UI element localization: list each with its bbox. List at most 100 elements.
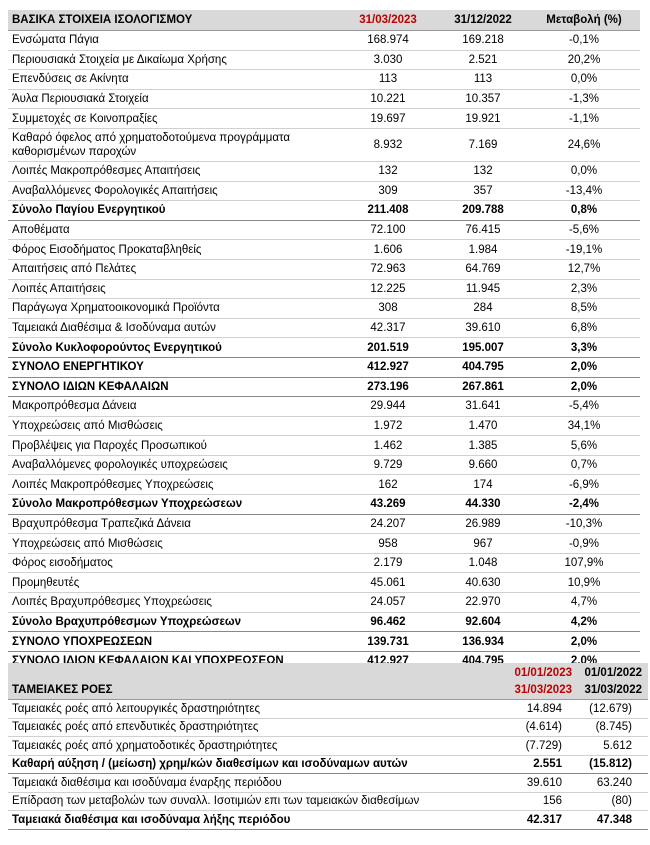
row-label: Λοιπές Μακροπρόθεσμες Απαιτήσεις: [8, 161, 338, 182]
cell-value: (7.729): [500, 736, 578, 756]
cell-value: 132: [438, 161, 528, 182]
cell-value: 42.317: [500, 810, 578, 830]
cell-value: -19,1%: [528, 239, 640, 260]
table-row: Υποχρεώσεις από Μισθώσεις 1.972 1.470 34,1%: [8, 416, 640, 437]
header-row: ΒΑΣΙΚΑ ΣΤΟΙΧΕΙΑ ΙΣΟΛΟΓΙΣΜΟΥ 31/03/2023 31/…: [8, 10, 640, 31]
header-row: ΤΑΜΕΙΑΚΕΣ ΡΟΕΣ 01/01/2023 31/03/2023 01/01/…: [8, 663, 648, 700]
cell-value: 169.218: [438, 30, 528, 51]
row-label: Υποχρεώσεις από Μισθώσεις: [8, 533, 338, 554]
cell-value: 3,3%: [528, 337, 640, 358]
row-label: Συμμετοχές σε Κοινοπραξίες: [8, 108, 338, 129]
header-cell: ΒΑΣΙΚΑ ΣΤΟΙΧΕΙΑ ΙΣΟΛΟΓΙΣΜΟΥ: [8, 10, 338, 31]
row-label: Ταμειακές ροές από επενδυτικές δραστηριό…: [8, 718, 500, 737]
table-row: ΣΥΝΟΛΟ ΥΠΟΧΡΕΩΣΕΩΝ 139.731 136.934 2,0%: [8, 631, 640, 652]
cell-value: 0,0%: [528, 69, 640, 90]
cell-value: 412.927: [338, 357, 438, 378]
table-row: Ταμειακές ροές από χρηματοδοτικές δραστη…: [8, 736, 648, 756]
row-label: Περιουσιακά Στοιχεία με Δικαίωμα Χρήσης: [8, 50, 338, 71]
table-row: Ταμειακά διαθέσιμα και ισοδύναμα έναρξης…: [8, 773, 648, 793]
row-label: Αναβαλλόμενες φορολογικές υποχρεώσεις: [8, 455, 338, 476]
table-row: Λοιπές Μακροπρόθεσμες Υποχρεώσεις 162 174-…: [8, 474, 640, 496]
table-row: Ταμειακά Διαθέσιμα & Ισοδύναμα αυτών 42.3…: [8, 318, 640, 339]
cell-value: 12.225: [338, 279, 438, 300]
cell-value: 113: [438, 69, 528, 90]
cell-value: 9.660: [438, 455, 528, 476]
row-label: Επίδραση των μεταβολών των συναλλ. Ισοτι…: [8, 792, 500, 811]
cell-value: 0,7%: [528, 455, 640, 476]
cell-value: 8,5%: [528, 298, 640, 319]
header-cell: 01/01/2023 31/03/2023: [500, 663, 578, 700]
cell-value: 44.330: [438, 494, 528, 515]
cell-value: 107,9%: [528, 553, 640, 574]
header-date: 31/03/2023: [514, 684, 572, 696]
row-label: Υποχρεώσεις από Μισθώσεις: [8, 416, 338, 437]
table-row: Λοιπές Βραχυπρόθεσμες Υποχρεώσεις 24.057 2…: [8, 592, 640, 613]
table-row: Ταμειακά διαθέσιμα και ισοδύναμα λήξης π…: [8, 810, 648, 830]
cell-value: 63.240: [578, 773, 648, 793]
cell-value: 6,8%: [528, 318, 640, 339]
row-label: ΣΥΝΟΛΟ ΥΠΟΧΡΕΩΣΕΩΝ: [8, 631, 338, 652]
table-row: Ταμειακές ροές από επενδυτικές δραστηριό…: [8, 718, 648, 737]
cell-value: 174: [438, 474, 528, 496]
cell-value: 267.861: [438, 377, 528, 398]
cell-value: 0,0%: [528, 161, 640, 182]
table-row: Περιουσιακά Στοιχεία με Δικαίωμα Χρήσης 3…: [8, 50, 640, 71]
table-row: Ταμειακές ροές από λειτουργικές δραστηρι…: [8, 699, 648, 719]
row-label: Λοιπές Βραχυπρόθεσμες Υποχρεώσεις: [8, 592, 338, 613]
cell-value: 72.100: [338, 220, 438, 241]
cell-value: (15.812): [578, 755, 648, 774]
table-row: Αναβαλλόμενες φορολογικές υποχρεώσεις 9.7…: [8, 455, 640, 476]
cell-value: -10,3%: [528, 514, 640, 535]
cell-value: 19.697: [338, 108, 438, 129]
table-row: Καθαρή αύξηση / (μείωση) χρημ/κών διαθεσ…: [8, 755, 648, 774]
cell-value: 209.788: [438, 200, 528, 221]
table-row: Επίδραση των μεταβολών των συναλλ. Ισοτι…: [8, 792, 648, 811]
cell-value: 139.731: [338, 631, 438, 652]
row-label: Ταμειακά Διαθέσιμα & Ισοδύναμα αυτών: [8, 318, 338, 339]
cell-value: 42.317: [338, 318, 438, 339]
cell-value: 10.221: [338, 89, 438, 110]
table-row: Σύνολο Μακροπρόθεσμων Υποχρεώσεων 43.269 4…: [8, 494, 640, 515]
row-label: Καθαρή αύξηση / (μείωση) χρημ/κών διαθεσ…: [8, 755, 500, 774]
cell-value: 45.061: [338, 572, 438, 594]
row-label: Φόρος εισοδήματος: [8, 553, 338, 574]
cell-value: 1.462: [338, 435, 438, 456]
cell-value: -2,4%: [528, 494, 640, 515]
cashflow-table: ΤΑΜΕΙΑΚΕΣ ΡΟΕΣ 01/01/2023 31/03/2023 01/01/…: [8, 663, 648, 830]
cell-value: 92.604: [438, 612, 528, 633]
cell-value: 113: [338, 69, 438, 90]
table-row: Απαιτήσεις από Πελάτες 72.963 64.769 12,7%: [8, 259, 640, 280]
table-row: Προμηθευτές 45.061 40.630 10,9%: [8, 572, 640, 594]
cell-value: 4,7%: [528, 592, 640, 613]
cell-value: 1.385: [438, 435, 528, 456]
table-row: Φόρος εισοδήματος 2.179 1.048 107,9%: [8, 553, 640, 574]
row-label: Ταμειακά διαθέσιμα και ισοδύναμα λήξης π…: [8, 810, 500, 830]
cell-value: (8.745): [578, 718, 648, 737]
cell-value: 284: [438, 298, 528, 319]
cell-value: 1.048: [438, 553, 528, 574]
table-row: Λοιπές Απαιτήσεις 12.225 11.945 2,3%: [8, 279, 640, 300]
table-row: Καθαρό όφελος από χρηματοδοτούμενα προγρ…: [8, 128, 640, 162]
cell-value: 19.921: [438, 108, 528, 129]
row-label: Λοιπές Μακροπρόθεσμες Υποχρεώσεις: [8, 474, 338, 496]
cell-value: -0,1%: [528, 30, 640, 51]
row-label: Λοιπές Απαιτήσεις: [8, 279, 338, 300]
cell-value: 29.944: [338, 396, 438, 417]
cell-value: 11.945: [438, 279, 528, 300]
table-row: Φόρος Εισοδήματος Προκαταβληθείς 1.606 1.9…: [8, 239, 640, 260]
table-row: Σύνολο Βραχυπρόθεσμων Υποχρεώσεων 96.462 9…: [8, 612, 640, 633]
cell-value: 9.729: [338, 455, 438, 476]
cell-value: 5,6%: [528, 435, 640, 456]
row-label: Φόρος Εισοδήματος Προκαταβληθείς: [8, 239, 338, 260]
cell-value: 2,0%: [528, 377, 640, 398]
cell-value: -5,4%: [528, 396, 640, 417]
cell-value: 8.932: [338, 128, 438, 162]
row-label: Σύνολο Παγίου Ενεργητικού: [8, 200, 338, 221]
cell-value: 0,8%: [528, 200, 640, 221]
cell-value: 39.610: [438, 318, 528, 339]
header-cell: 01/01/2022 31/03/2022: [578, 663, 648, 700]
row-label: ΣΥΝΟΛΟ ΕΝΕΡΓΗΤΙΚΟΥ: [8, 357, 338, 378]
cell-value: 201.519: [338, 337, 438, 358]
row-label: Ταμειακές ροές από λειτουργικές δραστηρι…: [8, 699, 500, 719]
